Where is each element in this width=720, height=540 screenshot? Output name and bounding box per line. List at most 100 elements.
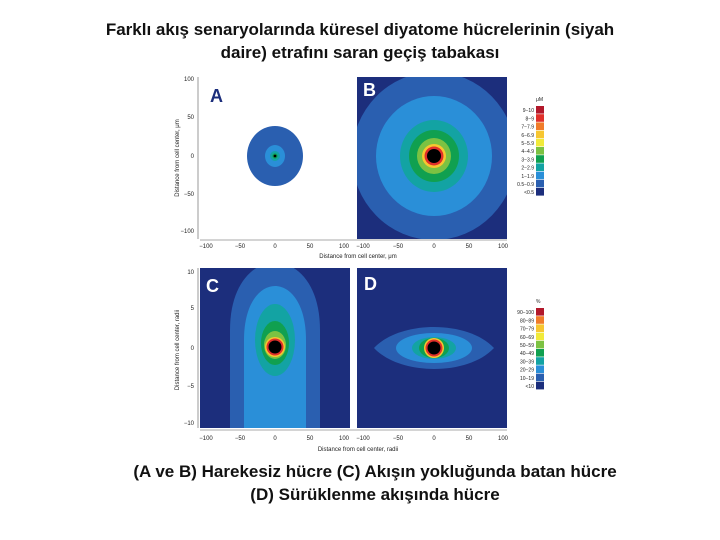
legend-top-label: <0.5	[524, 190, 534, 196]
bottom-x-tick-d: 0	[432, 436, 436, 442]
top-y-tick: 100	[184, 77, 195, 83]
top-y-tick: −50	[184, 192, 195, 198]
page-title: Farklı akış senaryolarında küresel diyat…	[60, 18, 660, 64]
top-x-tick-a: 0	[273, 244, 277, 250]
panel-a-cell	[273, 154, 277, 158]
panel-c-label: C	[206, 276, 219, 296]
bottom-x-axis: −100 −50 0 50 100 −100 −50 0 50 100 Dist…	[199, 429, 509, 453]
legend-bottom-label: 10−19	[520, 376, 534, 382]
legend-top-swatch	[536, 147, 544, 155]
bottom-y-axis: 10 5 0 −5 −10 Distance from cell center,…	[175, 268, 199, 428]
legend-top-label: 8−9	[526, 116, 535, 122]
bottom-y-tick: −10	[184, 421, 195, 427]
top-x-tick-b: 100	[498, 244, 509, 250]
legend-top-unit: μM	[536, 97, 543, 103]
panel-b-label: B	[363, 80, 376, 100]
top-y-tick: −100	[180, 229, 194, 235]
panel-c: C	[200, 268, 350, 428]
panel-b-cell	[427, 149, 441, 163]
caption-line-1: (A ve B) Harekesiz hücre (C) Akışın yokl…	[133, 462, 617, 481]
title-line-1: Farklı akış senaryolarında küresel diyat…	[105, 20, 615, 39]
top-x-tick-a: −50	[235, 244, 246, 250]
bottom-y-axis-label: Distance from cell center, radii	[175, 310, 181, 390]
legend-top-label: 7−7.9	[521, 125, 534, 131]
legend-top-swatch	[536, 155, 544, 163]
caption-line-2: (D) Sürüklenme akışında hücre	[250, 485, 500, 504]
legend-bottom-swatch	[536, 332, 544, 341]
legend-bottom-label: 80−89	[520, 318, 534, 324]
legend-bottom-swatch	[536, 324, 544, 332]
bottom-x-tick-c: 50	[307, 436, 314, 442]
top-x-tick-a: −100	[199, 244, 213, 250]
title-line-2: daire) etrafını saran geçiş tabakası	[220, 43, 500, 62]
legend-bottom-label: 20−29	[520, 368, 534, 374]
legend-bottom-label: 70−79	[520, 327, 534, 333]
legend-bottom-label: 60−69	[520, 335, 534, 341]
legend-bottom-swatch	[536, 349, 544, 357]
legend-top-swatch	[536, 138, 544, 147]
legend-bottom-unit: %	[536, 299, 541, 305]
legend-bottom: % 90−100 80−89 70−79 60−69 50−59 40−49 30−39 20…	[517, 299, 544, 390]
top-x-tick-b: 0	[432, 244, 436, 250]
legend-bottom-swatch	[536, 357, 544, 365]
legend-top-swatch	[536, 179, 544, 188]
top-y-axis: 100 50 0 −50 −100 Distance from cell cen…	[175, 77, 199, 239]
legend-bottom-swatch	[536, 373, 544, 382]
legend-bottom-label: 30−39	[520, 359, 534, 365]
legend-bottom-label: 40−49	[520, 351, 534, 357]
legend-top-label: 6−6.9	[521, 133, 534, 139]
top-x-tick-b: −100	[356, 244, 370, 250]
panel-b: B	[357, 77, 507, 239]
legend-top-swatch	[536, 188, 544, 196]
panel-d-cell	[427, 341, 441, 355]
legend-top-swatch	[536, 163, 544, 171]
legend-bottom-swatch	[536, 308, 544, 316]
top-x-tick-a: 100	[339, 244, 350, 250]
legend-top-swatch	[536, 130, 544, 139]
legend-top-label: 2−2.9	[521, 166, 534, 172]
legend-bottom-swatch	[536, 316, 544, 324]
legend-bottom-label: <10	[526, 384, 535, 390]
legend-top-swatch	[536, 114, 544, 122]
legend-top-swatch	[536, 171, 544, 180]
bottom-x-axis-label: Distance from cell center, radii	[318, 447, 398, 453]
bottom-x-tick-d: 100	[498, 436, 509, 442]
top-y-axis-label: Distance from cell center, μm	[175, 119, 181, 196]
bottom-x-tick-c: 0	[273, 436, 277, 442]
legend-top-swatch	[536, 106, 544, 114]
bottom-x-tick-c: 100	[339, 436, 350, 442]
legend-top: μM 9−10 8−9 7−7.9 6−6.9 5−5.9 4−4.9 3−3.9 2−2.9…	[517, 97, 544, 196]
legend-top-label: 0.5−0.9	[517, 182, 534, 188]
bottom-x-tick-c: −100	[199, 436, 213, 442]
legend-top-label: 1−1.9	[521, 174, 534, 180]
top-x-tick-b: −50	[393, 244, 404, 250]
bottom-x-tick-c: −50	[235, 436, 246, 442]
legend-top-label: 4−4.9	[521, 149, 534, 155]
top-y-tick: 50	[187, 115, 194, 121]
bottom-y-tick: 10	[187, 270, 194, 276]
panel-c-cell	[268, 340, 282, 354]
bottom-x-tick-d: 50	[466, 436, 473, 442]
bottom-y-tick: −5	[187, 384, 195, 390]
panel-d-label: D	[364, 274, 377, 294]
figure-caption: (A ve B) Harekesiz hücre (C) Akışın yokl…	[60, 460, 690, 506]
panel-d: D	[357, 268, 507, 428]
top-x-tick-a: 50	[307, 244, 314, 250]
top-y-tick: 0	[191, 154, 195, 160]
legend-bottom-swatch	[536, 340, 544, 349]
legend-top-label: 9−10	[523, 108, 534, 114]
legend-top-swatch	[536, 122, 544, 130]
legend-bottom-swatch	[536, 381, 544, 390]
legend-bottom-label: 90−100	[517, 310, 534, 316]
legend-top-label: 5−5.9	[521, 141, 534, 147]
bottom-y-tick: 5	[191, 306, 195, 312]
bottom-x-tick-d: −100	[356, 436, 370, 442]
top-x-tick-b: 50	[466, 244, 473, 250]
bottom-x-tick-d: −50	[393, 436, 404, 442]
legend-bottom-label: 50−59	[520, 343, 534, 349]
panel-a-label: A	[210, 86, 223, 106]
top-x-axis-label: Distance from cell center, μm	[319, 254, 396, 260]
top-x-axis: −100 −50 0 50 100 −100 −50 0 50 100 Dist…	[199, 239, 509, 260]
legend-bottom-swatch	[536, 365, 544, 373]
